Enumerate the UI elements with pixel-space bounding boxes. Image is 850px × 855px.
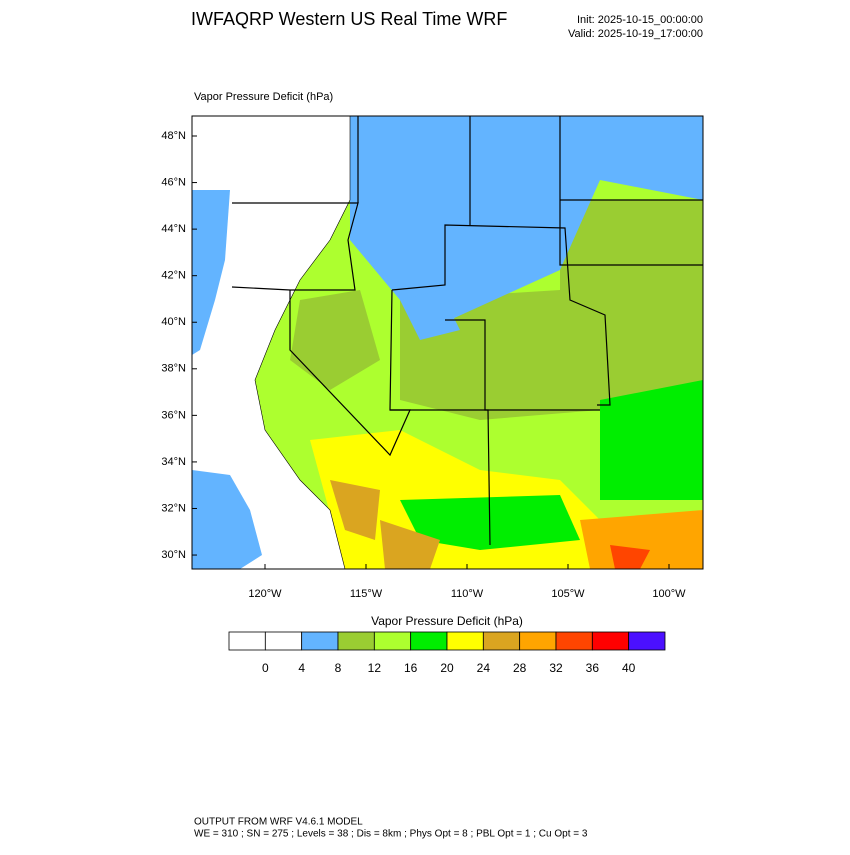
lon-tick-label: 110°W xyxy=(451,588,484,600)
colorbar-box xyxy=(446,631,484,651)
lat-tick-label: 32°N xyxy=(161,502,186,514)
lat-tick-label: 34°N xyxy=(161,456,186,468)
colorbar-label: 36 xyxy=(586,661,600,675)
colorbar-title: Vapor Pressure Deficit (hPa) xyxy=(371,614,523,628)
field-label: Vapor Pressure Deficit (hPa) xyxy=(194,91,333,103)
lon-tick-label: 105°W xyxy=(551,588,585,600)
lat-tick-label: 48°N xyxy=(161,130,186,142)
footer-line: WE = 310 ; SN = 275 ; Levels = 38 ; Dis … xyxy=(194,829,588,840)
lat-tick-label: 30°N xyxy=(161,549,186,561)
colorbar-label: 40 xyxy=(622,661,636,675)
colorbar-box xyxy=(373,631,412,651)
lat-tick-label: 40°N xyxy=(161,316,186,328)
colorbar-box xyxy=(228,631,266,651)
lat-tick-label: 42°N xyxy=(161,270,186,282)
lon-tick-label: 100°W xyxy=(652,588,686,600)
colorbar-label: 8 xyxy=(335,661,342,675)
valid-time: Valid: 2025-10-19_17:00:00 xyxy=(568,28,703,40)
lon-tick-label: 120°W xyxy=(248,588,282,600)
lon-tick-label: 115°W xyxy=(350,588,383,600)
colorbar-box xyxy=(482,631,521,651)
colorbar-box xyxy=(337,631,375,651)
colorbar-label: 32 xyxy=(549,661,563,675)
colorbar-label: 28 xyxy=(513,661,527,675)
colorbar-box xyxy=(591,631,630,651)
title: IWFAQRP Western US Real Time WRF xyxy=(191,9,507,29)
colorbar-label: 4 xyxy=(298,661,305,675)
colorbar-label: 16 xyxy=(404,661,418,675)
colorbar-box xyxy=(301,631,339,651)
footer-line: OUTPUT FROM WRF V4.6.1 MODEL xyxy=(194,817,363,828)
map xyxy=(192,116,703,569)
colorbar-label: 20 xyxy=(440,661,454,675)
init-time: Init: 2025-10-15_00:00:00 xyxy=(577,14,703,26)
colorbar-box xyxy=(264,631,303,651)
lat-tick-label: 38°N xyxy=(161,363,186,375)
colorbar-box xyxy=(519,631,557,651)
lat-tick-label: 36°N xyxy=(161,409,186,421)
colorbar-label: 12 xyxy=(368,661,382,675)
map-frame xyxy=(191,115,704,570)
colorbar-box xyxy=(628,631,666,651)
colorbar-label: 0 xyxy=(262,661,269,675)
colorbar-box xyxy=(410,631,448,651)
colorbar-label: 24 xyxy=(477,661,491,675)
lat-tick-label: 46°N xyxy=(161,176,186,188)
lat-tick-label: 44°N xyxy=(161,223,186,235)
colorbar-box xyxy=(555,631,593,651)
